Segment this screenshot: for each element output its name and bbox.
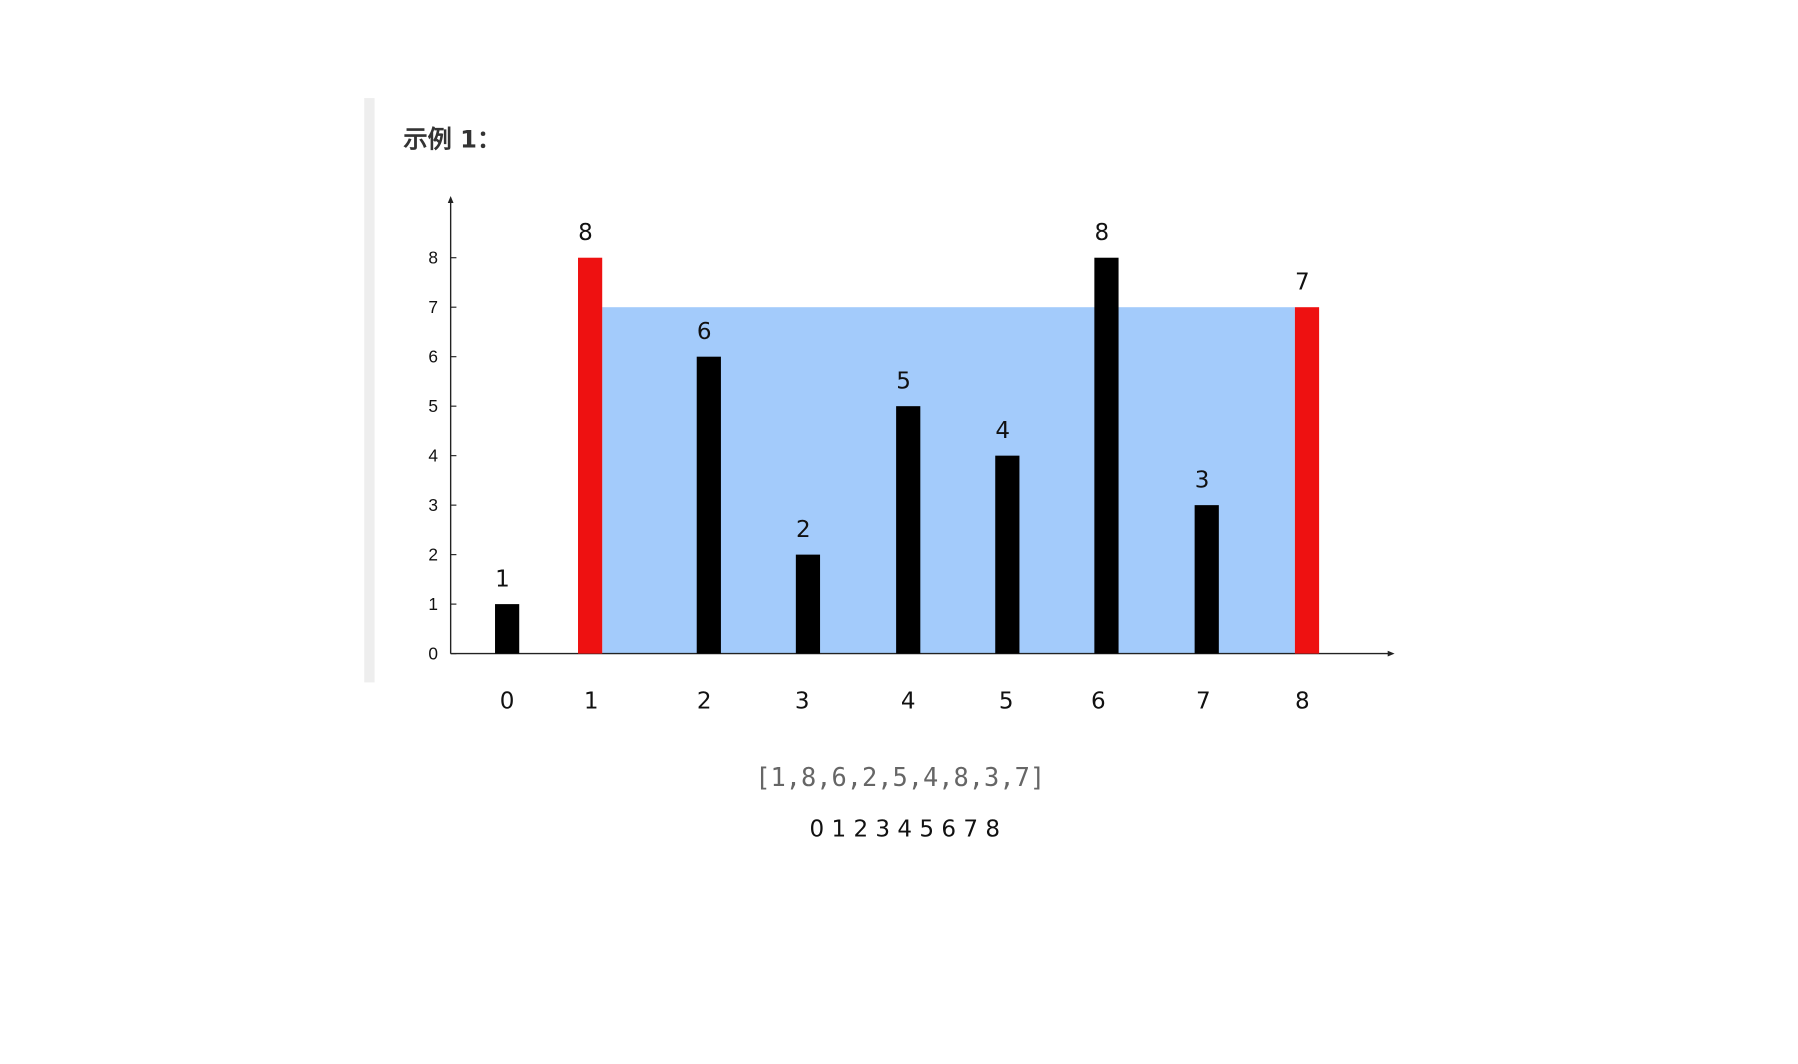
value-label: 4 bbox=[995, 418, 1010, 444]
y-axis-arrow bbox=[447, 196, 454, 203]
y-tick-label: 6 bbox=[428, 346, 438, 366]
bar bbox=[995, 455, 1020, 654]
bar bbox=[795, 554, 821, 654]
x-tick-label: 6 bbox=[1091, 689, 1106, 715]
array-text: [1,8,6,2,5,4,8,3,7] bbox=[755, 762, 1045, 792]
x-tick-label: 0 bbox=[500, 689, 515, 715]
y-tick-label: 5 bbox=[428, 396, 438, 416]
bar bbox=[896, 406, 921, 654]
y-tick-label: 1 bbox=[428, 594, 438, 614]
bar bbox=[578, 257, 603, 654]
x-tick-label: 3 bbox=[795, 689, 810, 715]
x-tick-label: 5 bbox=[999, 689, 1014, 715]
y-tick-label: 2 bbox=[428, 544, 438, 564]
bar bbox=[1194, 505, 1219, 654]
value-label: 7 bbox=[1295, 269, 1310, 295]
heading: 示例 1： bbox=[403, 126, 501, 154]
bar bbox=[1294, 307, 1320, 654]
x-tick-label: 1 bbox=[584, 689, 599, 715]
index-text: 0 1 2 3 4 5 6 7 8 bbox=[809, 816, 1000, 842]
x-tick-label: 8 bbox=[1295, 689, 1310, 715]
value-label: 5 bbox=[896, 368, 911, 394]
y-tick-label: 3 bbox=[428, 495, 438, 515]
value-label: 3 bbox=[1195, 467, 1210, 493]
bar bbox=[495, 604, 520, 654]
quote-bar bbox=[364, 98, 375, 683]
x-axis-arrow bbox=[1387, 650, 1395, 657]
bar bbox=[1094, 257, 1119, 654]
y-tick-label: 4 bbox=[428, 445, 438, 465]
y-tick-label: 7 bbox=[428, 297, 438, 317]
bar bbox=[696, 356, 721, 654]
x-tick-label: 4 bbox=[901, 689, 916, 715]
value-label: 6 bbox=[697, 319, 712, 345]
value-label: 1 bbox=[495, 566, 510, 592]
x-tick-label: 7 bbox=[1196, 689, 1211, 715]
value-label: 2 bbox=[796, 517, 811, 543]
x-tick-label: 2 bbox=[697, 689, 712, 715]
y-tick-label: 8 bbox=[428, 247, 438, 267]
y-tick-label: 0 bbox=[428, 643, 438, 663]
value-label: 8 bbox=[1095, 220, 1110, 246]
value-label: 8 bbox=[578, 220, 593, 246]
